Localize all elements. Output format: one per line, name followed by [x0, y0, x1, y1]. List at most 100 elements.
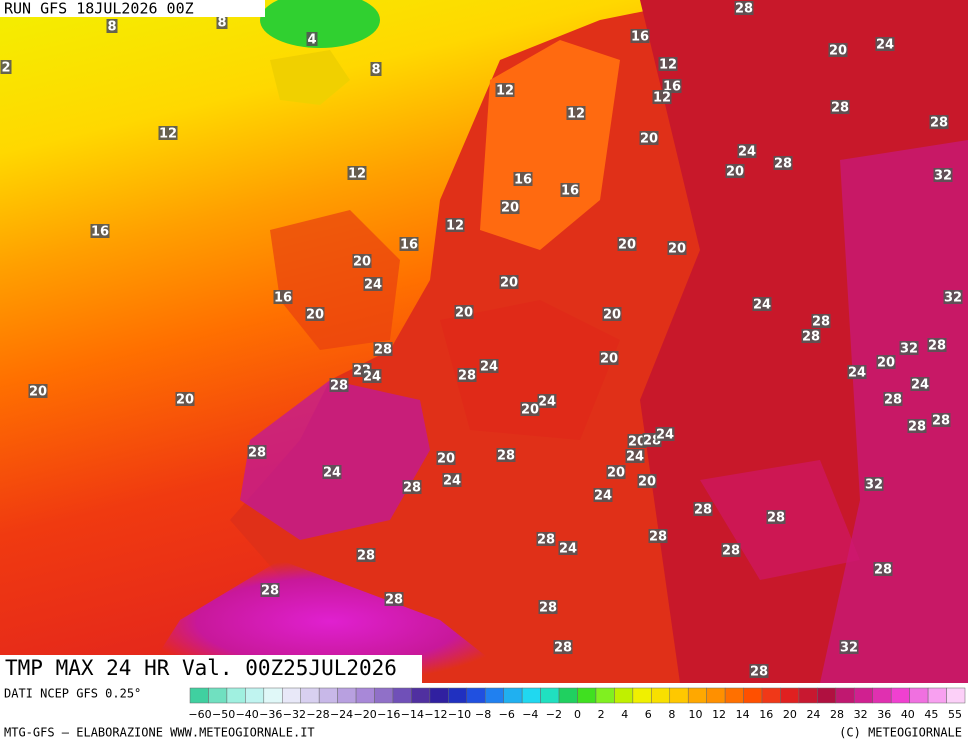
temperature-label: 28	[812, 315, 830, 330]
temperature-label: 24	[911, 378, 929, 393]
label-box	[106, 19, 118, 33]
legend-label: −28	[306, 708, 329, 721]
temperature-label: 4	[307, 33, 316, 48]
temperature-label: 20	[176, 393, 194, 408]
temperature-label: 16	[561, 184, 579, 199]
temperature-label: 28	[831, 101, 849, 116]
temperature-label: 28	[930, 116, 948, 131]
legend-label: 16	[759, 708, 773, 721]
legend-label: −40	[236, 708, 259, 721]
legend-label: 36	[877, 708, 891, 721]
label-box	[627, 434, 647, 448]
label-box	[399, 237, 419, 251]
legend-swatch	[448, 687, 468, 704]
label-box	[402, 480, 422, 494]
label-box	[384, 592, 404, 606]
legend-swatch	[890, 687, 910, 704]
temperature-label: 20	[607, 466, 625, 481]
temperature-label: 24	[538, 395, 556, 410]
legend-swatch	[300, 687, 320, 704]
temperature-label: 28	[802, 330, 820, 345]
label-box	[830, 100, 850, 114]
label-box	[175, 392, 195, 406]
map-background	[0, 0, 968, 683]
temperature-label: 28	[722, 544, 740, 559]
label-box	[873, 562, 893, 576]
legend-label: −4	[522, 708, 538, 721]
temperature-label: 8	[217, 16, 226, 31]
label-box	[536, 532, 556, 546]
legend-swatch	[245, 687, 265, 704]
legend-label: 28	[830, 708, 844, 721]
temperature-label: 28	[928, 339, 946, 354]
temperature-label: 20	[638, 475, 656, 490]
label-box	[693, 502, 713, 516]
legend-label: 45	[924, 708, 938, 721]
temperature-label: 28	[735, 2, 753, 17]
legend-label: 55	[948, 708, 962, 721]
temperature-label: 24	[323, 466, 341, 481]
label-box	[347, 166, 367, 180]
legend-label: −12	[424, 708, 447, 721]
label-box	[306, 32, 318, 46]
temperature-label: 24	[480, 360, 498, 375]
legend-label: 14	[736, 708, 750, 721]
label-box	[363, 277, 383, 291]
legend-swatch	[392, 687, 412, 704]
label-box	[90, 224, 110, 238]
label-box	[496, 448, 516, 462]
label-box	[864, 477, 884, 491]
label-box	[273, 290, 293, 304]
label-box	[445, 218, 465, 232]
legend-label: 40	[901, 708, 915, 721]
legend-label: 2	[598, 708, 605, 721]
label-box	[593, 488, 613, 502]
temperature-label: 12	[159, 127, 177, 142]
temperature-label: 16	[514, 173, 532, 188]
temperature-label: 24	[626, 450, 644, 465]
label-box	[752, 297, 772, 311]
label-box	[553, 640, 573, 654]
label-box	[662, 79, 682, 93]
legend-swatch	[835, 687, 855, 704]
temperature-label: 8	[371, 63, 380, 78]
temperature-label: 28	[908, 420, 926, 435]
label-box	[28, 384, 48, 398]
label-box	[442, 473, 462, 487]
temperature-label: 24	[363, 370, 381, 385]
temperature-label: 24	[656, 428, 674, 443]
label-box	[737, 144, 757, 158]
label-box	[513, 172, 533, 186]
label-box	[260, 583, 280, 597]
legend-swatch	[503, 687, 523, 704]
label-box	[847, 365, 867, 379]
label-box	[373, 342, 393, 356]
label-box	[560, 183, 580, 197]
temperature-label: 12	[348, 167, 366, 182]
label-box	[811, 314, 831, 328]
legend-label: −24	[330, 708, 353, 721]
label-box	[370, 62, 382, 76]
run-box	[0, 0, 265, 17]
temperature-label: 24	[364, 278, 382, 293]
label-box	[929, 115, 949, 129]
temperature-label: 28	[248, 446, 266, 461]
temperature-label: 28	[694, 503, 712, 518]
temperature-label: 28	[357, 549, 375, 564]
temperature-label: 20	[628, 435, 646, 450]
label-box	[537, 394, 557, 408]
label-box	[479, 359, 499, 373]
copyright: (C) METEOGIORNALE	[839, 726, 962, 740]
legend-swatch	[208, 687, 228, 704]
temperature-label: 20	[521, 403, 539, 418]
label-box	[495, 83, 515, 97]
temperature-label: 28	[554, 641, 572, 656]
temperature-label: 28	[767, 511, 785, 526]
temperature-label: 20	[500, 276, 518, 291]
legend-label: 4	[621, 708, 628, 721]
legend-label: −2	[546, 708, 562, 721]
temperature-label: 28	[497, 449, 515, 464]
temperature-label: 24	[753, 298, 771, 313]
label-box	[558, 541, 578, 555]
legend-swatch	[743, 687, 763, 704]
